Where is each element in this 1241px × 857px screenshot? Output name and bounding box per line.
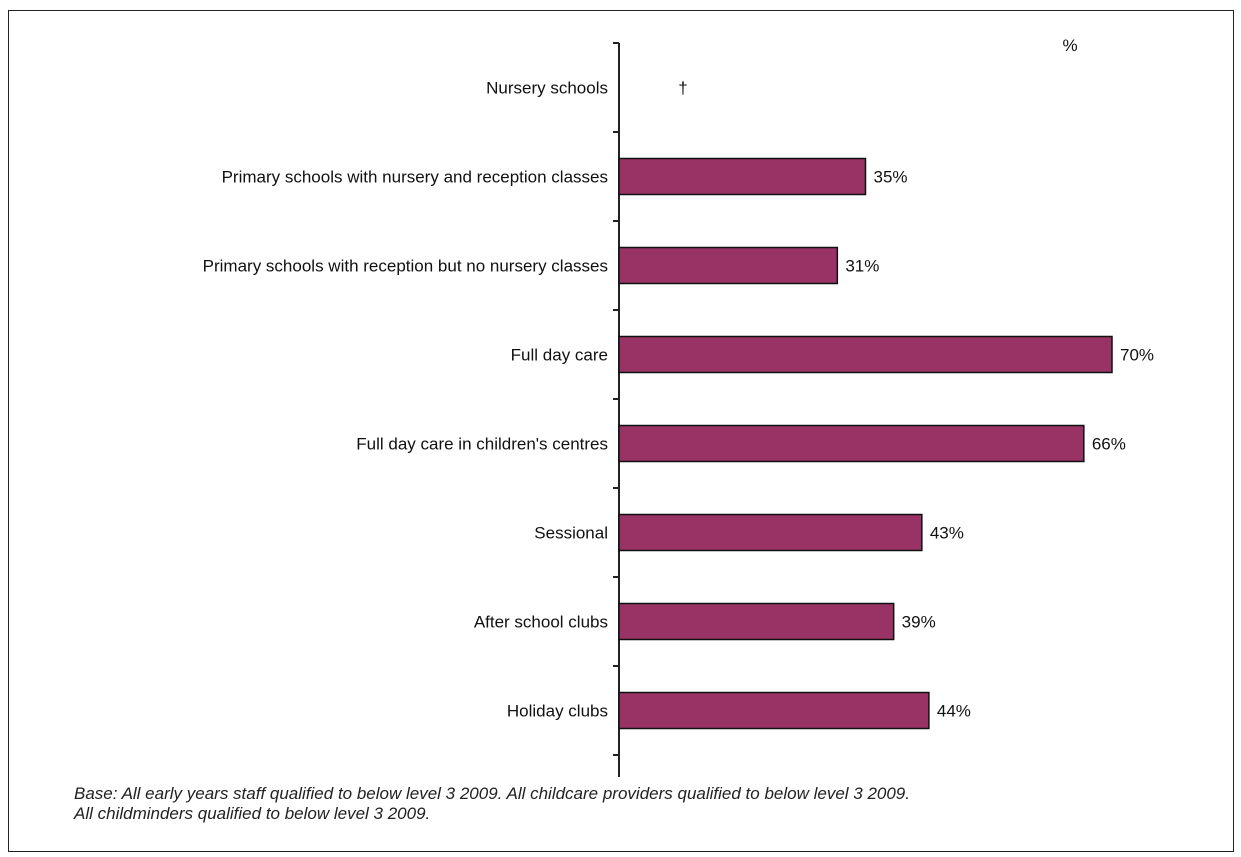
- data-label: †: [678, 79, 687, 98]
- bar: [618, 513, 923, 552]
- category-label: Primary schools with nursery and recepti…: [222, 168, 608, 187]
- data-label: 66%: [1092, 435, 1126, 454]
- bar: [618, 157, 867, 196]
- data-label: 43%: [930, 524, 964, 543]
- data-label: 35%: [874, 168, 908, 187]
- data-label: 70%: [1120, 346, 1154, 365]
- category-label: Primary schools with reception but no nu…: [203, 257, 608, 276]
- bar: [618, 335, 1113, 374]
- bar: [618, 602, 895, 641]
- category-label: Sessional: [534, 524, 608, 543]
- bar: [618, 691, 930, 730]
- category-label: Full day care in children's centres: [356, 435, 608, 454]
- category-label: Nursery schools: [486, 79, 608, 98]
- data-label: 31%: [845, 257, 879, 276]
- bar: [618, 246, 839, 285]
- base-footnote: Base: All early years staff qualified to…: [74, 784, 1214, 824]
- unit-label: %: [1062, 36, 1077, 55]
- footnote-line-2: All childminders qualified to below leve…: [74, 804, 431, 823]
- footnote-line-1: Base: All early years staff qualified to…: [74, 784, 910, 803]
- category-label: Holiday clubs: [507, 702, 608, 721]
- bar: [618, 424, 1085, 463]
- category-label: After school clubs: [474, 613, 608, 632]
- data-label: 39%: [902, 613, 936, 632]
- data-label: 44%: [937, 702, 971, 721]
- category-label: Full day care: [511, 346, 608, 365]
